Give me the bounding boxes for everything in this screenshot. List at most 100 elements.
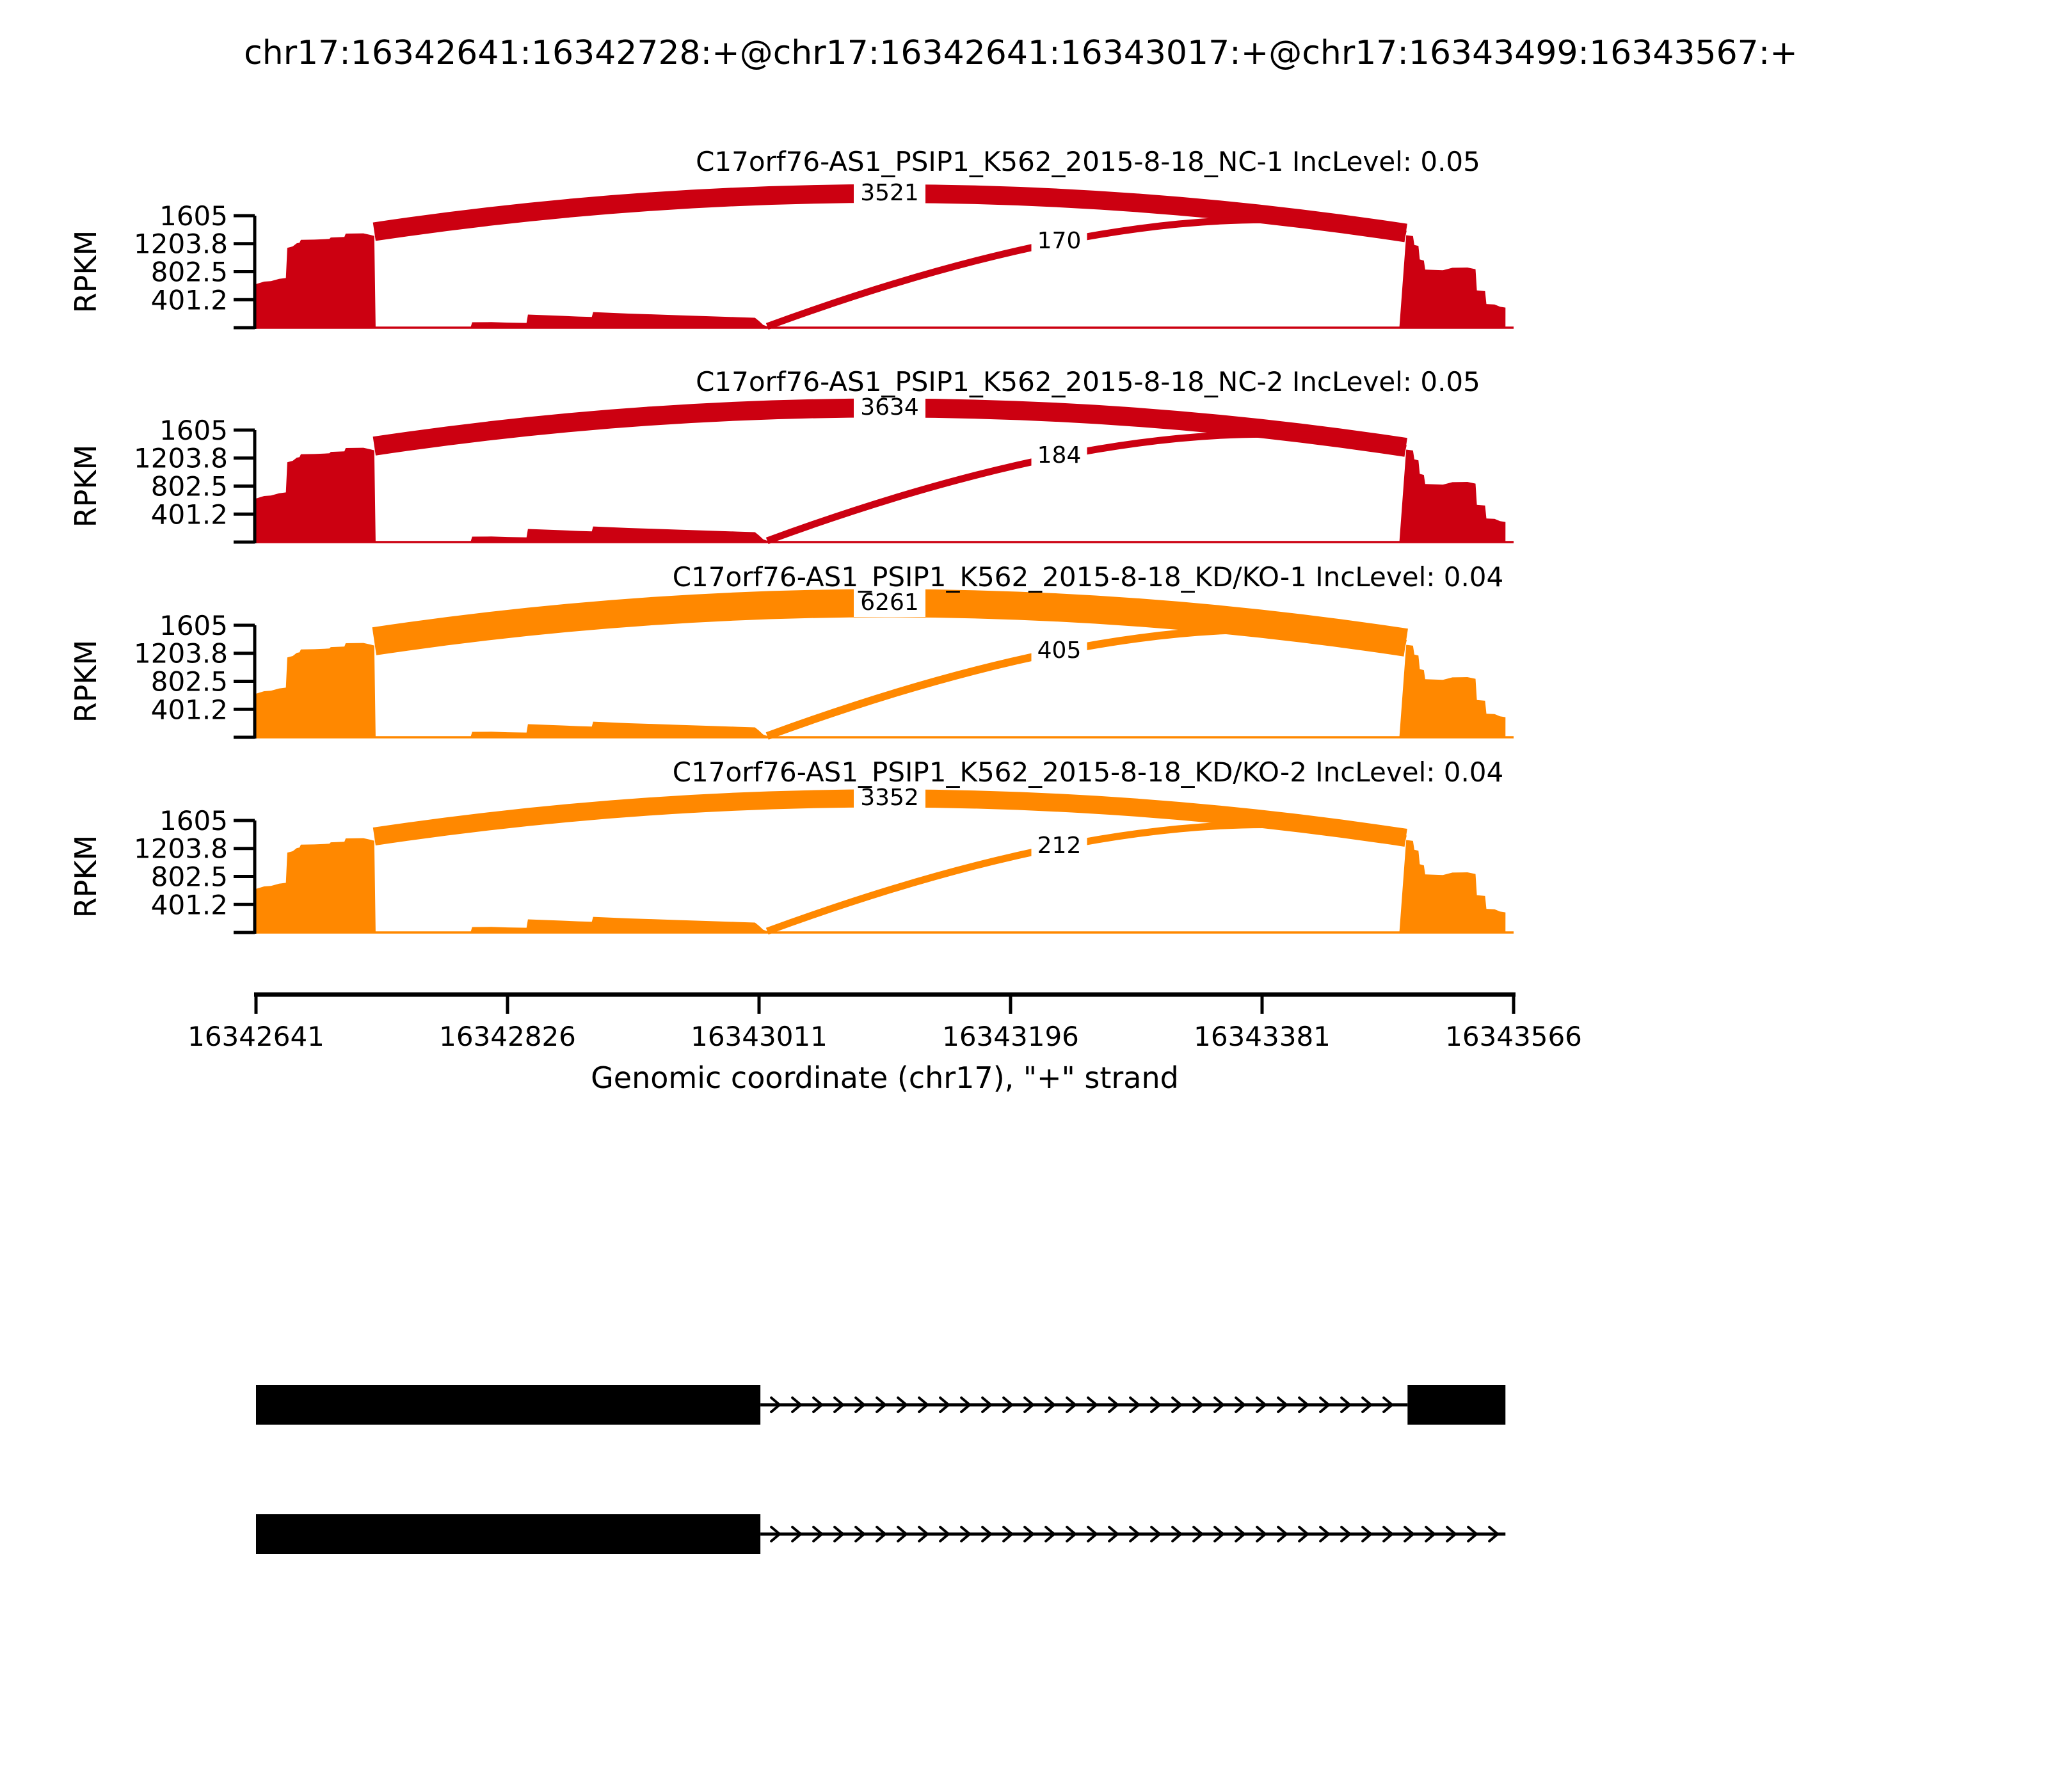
exon-box: [1407, 1385, 1506, 1425]
intron-arrow-icon: [1192, 1526, 1204, 1542]
intron-arrow-icon: [1488, 1526, 1500, 1542]
intron-arrow-icon: [918, 1526, 929, 1542]
intron-arrow-icon: [1425, 1526, 1436, 1542]
x-tick-label: 16342826: [439, 1021, 576, 1052]
intron-arrow-icon: [854, 1396, 866, 1413]
intron-arrow-icon: [1066, 1526, 1077, 1542]
intron-arrow-icon: [1023, 1396, 1035, 1413]
y-tick-label: 1605: [159, 610, 228, 641]
intron-arrow-icon: [854, 1526, 866, 1542]
intron-arrow-icon: [1023, 1526, 1035, 1542]
intron-arrow-icon: [1108, 1526, 1119, 1542]
y-tick-label: 1203.8: [134, 638, 228, 669]
intron-arrow-icon: [1171, 1526, 1183, 1542]
junction-label-gap: [854, 391, 925, 422]
intron-arrow-icon: [876, 1396, 887, 1413]
intron-arrow-icon: [1319, 1396, 1331, 1413]
coverage-area: [256, 233, 1506, 328]
intron-arrow-icon: [833, 1526, 845, 1542]
y-tick-label: 1203.8: [134, 833, 228, 865]
y-axis-title: RPKM: [68, 640, 103, 723]
intron-arrow-icon: [960, 1526, 972, 1542]
y-tick-label: 802.5: [151, 471, 228, 502]
y-tick-label: 1203.8: [134, 228, 228, 260]
intron-arrow-icon: [1340, 1526, 1352, 1542]
intron-arrow-icon: [1129, 1396, 1140, 1413]
coverage-area: [256, 838, 1506, 932]
junction-label-gap: [854, 586, 925, 617]
intron-arrow-icon: [897, 1526, 908, 1542]
intron-arrow-icon: [1298, 1526, 1309, 1542]
junction-reads-label: 212: [1037, 833, 1082, 859]
y-tick-label: 802.5: [151, 257, 228, 288]
x-axis-title: Genomic coordinate (chr17), "+" strand: [591, 1060, 1179, 1095]
intron-arrow-icon: [1087, 1396, 1098, 1413]
intron-arrow-icon: [833, 1396, 845, 1413]
y-tick-label: 1605: [159, 415, 228, 446]
y-tick-label: 802.5: [151, 666, 228, 698]
x-tick-label: 16343566: [1445, 1021, 1582, 1052]
junction-arc-thin: [765, 625, 1407, 740]
intron-arrow-icon: [1256, 1396, 1267, 1413]
y-tick-label: 1605: [159, 200, 228, 232]
y-axis-title: RPKM: [68, 835, 103, 918]
junction-label-gap: [1031, 636, 1087, 663]
intron-arrow-icon: [1235, 1396, 1246, 1413]
intron-arrow-icon: [1235, 1526, 1246, 1542]
isoform-row-2: [256, 1514, 1506, 1554]
intron-arrow-icon: [981, 1526, 993, 1542]
intron-arrow-icon: [1213, 1526, 1225, 1542]
intron-arrow-icon: [939, 1396, 950, 1413]
exon-box: [256, 1385, 761, 1425]
y-tick-label: 1605: [159, 805, 228, 836]
intron-arrow-icon: [1192, 1396, 1204, 1413]
intron-arrow-icon: [1382, 1396, 1394, 1413]
intron-arrow-icon: [1087, 1526, 1098, 1542]
junction-label-gap: [854, 177, 925, 207]
intron-arrow-icon: [1108, 1396, 1119, 1413]
junction-reads-label: 405: [1037, 637, 1082, 664]
y-tick-label: 802.5: [151, 861, 228, 893]
intron-arrow-icon: [1002, 1396, 1014, 1413]
exon-box: [256, 1514, 761, 1554]
intron-arrow-icon: [960, 1396, 972, 1413]
intron-arrow-icon: [770, 1526, 781, 1542]
y-tick-label: 401.2: [151, 694, 228, 725]
intron-arrow-icon: [1129, 1526, 1140, 1542]
junction-reads-label: 170: [1037, 228, 1082, 254]
junction-arc-thin: [765, 216, 1407, 330]
intron-arrow-icon: [1002, 1526, 1014, 1542]
track-title: C17orf76-AS1_PSIP1_K562_2015-8-18_KD/KO-…: [673, 561, 1504, 593]
intron-arrow-icon: [1404, 1526, 1415, 1542]
y-tick-label: 1203.8: [134, 443, 228, 474]
x-tick-label: 16343381: [1194, 1021, 1331, 1052]
coverage-area: [256, 643, 1506, 737]
y-tick-label: 401.2: [151, 284, 228, 316]
y-tick-label: 401.2: [151, 889, 228, 920]
intron-arrow-icon: [770, 1396, 781, 1413]
intron-arrow-icon: [1319, 1526, 1331, 1542]
junction-reads-label: 3352: [860, 785, 919, 811]
track-title: C17orf76-AS1_PSIP1_K562_2015-8-18_KD/KO-…: [673, 756, 1504, 788]
intron-arrow-icon: [1066, 1396, 1077, 1413]
y-axis-title: RPKM: [68, 230, 103, 314]
intron-arrow-icon: [1044, 1396, 1056, 1413]
intron-arrow-icon: [812, 1396, 824, 1413]
isoform-row-1: [256, 1385, 1506, 1425]
intron-arrow-icon: [897, 1396, 908, 1413]
junction-reads-label: 184: [1037, 442, 1082, 468]
junction-reads-label: 3634: [860, 394, 919, 420]
y-tick-label: 401.2: [151, 499, 228, 530]
intron-arrow-icon: [1467, 1526, 1478, 1542]
x-tick-label: 16342641: [188, 1021, 324, 1052]
intron-arrow-icon: [1361, 1526, 1373, 1542]
